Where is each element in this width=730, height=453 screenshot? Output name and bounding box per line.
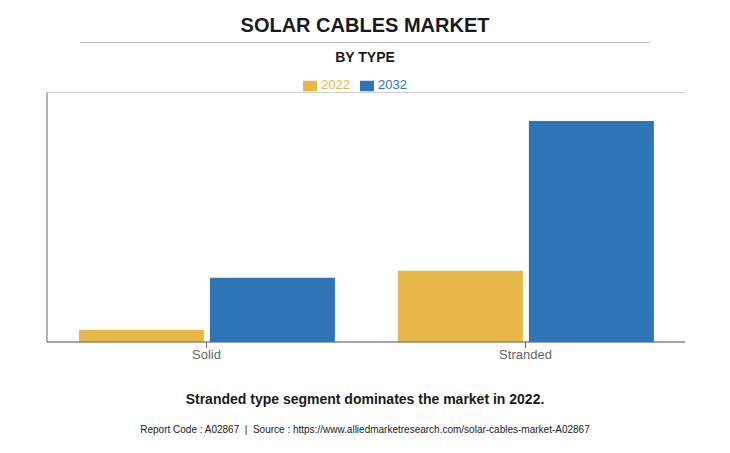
html-text:2032: 2032	[378, 77, 407, 92]
html-text:BY TYPE: BY TYPE	[335, 49, 395, 65]
html-text:Stranded type segment dominate: Stranded type segment dominates the mark…	[185, 391, 545, 407]
html-text:Report Code : A02867 | Source: Report Code : A02867 | Source : https://…	[140, 424, 590, 435]
svg-text:Stranded: Stranded	[499, 347, 552, 362]
html-text:SOLAR CABLES MARKET: SOLAR CABLES MARKET	[240, 14, 490, 36]
html-text:2022: 2022	[321, 77, 350, 92]
svg-text:Solid: Solid	[192, 347, 221, 362]
